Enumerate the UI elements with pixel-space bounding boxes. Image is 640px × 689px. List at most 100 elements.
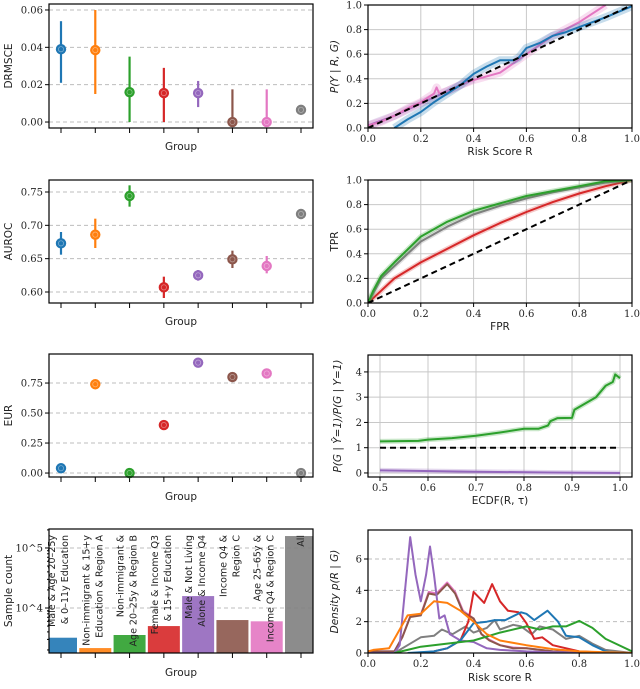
x-axis-label: Risk Score R	[467, 146, 532, 158]
x-tick-label: 0.2	[413, 659, 429, 670]
point-inner	[160, 284, 167, 291]
point-inner	[58, 46, 65, 53]
y-tick-label: 0.60	[21, 288, 43, 299]
point	[295, 104, 307, 116]
bar	[250, 621, 283, 653]
y-tick-label: 0.8	[346, 25, 362, 36]
x-axis-label: ECDF(R, τ)	[472, 495, 529, 507]
panel-2: 0.60 0.65 0.70 0.75 Group AUROC	[3, 179, 314, 328]
point	[261, 368, 272, 379]
y-tick-label: 1.0	[346, 1, 362, 12]
point	[124, 86, 135, 98]
point-inner	[297, 106, 304, 113]
x-tick-label: 0.9	[564, 483, 580, 494]
x-tick-label: 0.0	[360, 309, 376, 320]
y-axis-label: P(Y | R, G)	[329, 40, 341, 93]
bar-label: & 0–11y Education	[60, 535, 71, 624]
y-tick-label: 3	[356, 393, 362, 404]
panel-7: 0 1 2 3 4 0.5 0.6 0.7 0.8 0.9 1.0 ECDF(R, τ) P(G | Ŷ…	[331, 354, 633, 507]
y-tick-label: 0	[356, 649, 362, 660]
bar-label: Male & Age 20–25y	[47, 535, 58, 627]
x-tick-label: 1.0	[624, 309, 640, 320]
point-inner	[297, 470, 304, 477]
y-tick-label: 0.50	[21, 409, 43, 420]
reference-line	[368, 180, 632, 303]
y-tick-label: 0.06	[21, 5, 43, 16]
y-axis-label: P(G | Ŷ=1)/P(G | Y=1)	[331, 359, 344, 472]
point-inner	[263, 119, 270, 126]
bar-label: Female & Income Q3	[150, 535, 161, 634]
y-tick-label: 4	[356, 586, 362, 597]
y-tick-label: 0.00	[21, 469, 43, 480]
y-tick-label: 1	[356, 443, 362, 454]
axes-frame	[48, 3, 314, 129]
axes-frame	[367, 179, 633, 304]
y-tick-label: 0.04	[21, 43, 43, 54]
point	[55, 43, 67, 55]
point	[192, 270, 204, 281]
point-inner	[126, 89, 133, 96]
point-inner	[195, 272, 202, 279]
series-line	[368, 600, 632, 653]
x-tick-label: 1.0	[612, 483, 628, 494]
bar-label: Non-immigrant &	[116, 534, 127, 617]
y-axis-label: Sample count	[3, 555, 15, 627]
x-tick-label: 0.0	[360, 134, 376, 145]
y-tick-label: 0.8	[346, 200, 362, 211]
y-tick-label: 0.75	[21, 188, 43, 199]
y-tick-label: 0.65	[21, 254, 43, 265]
x-tick-label: 0.8	[571, 134, 587, 145]
point	[227, 371, 238, 383]
point	[55, 463, 67, 474]
y-tick-label: 10^4	[16, 604, 43, 615]
bar-label: All	[296, 535, 307, 547]
point	[124, 467, 135, 479]
series-line	[393, 5, 632, 128]
point-inner	[92, 231, 99, 238]
point-inner	[92, 381, 99, 388]
y-tick-label: 0.2	[346, 274, 362, 285]
x-axis-label: Group	[165, 491, 197, 503]
point	[192, 87, 204, 99]
bar-label: Income Q4 &	[218, 534, 229, 597]
bar	[216, 620, 249, 653]
point-inner	[263, 370, 270, 377]
x-axis-label: Group	[165, 667, 197, 679]
y-tick-label: 0.0	[346, 124, 362, 135]
y-axis-label: Density p(R | G)	[329, 550, 341, 634]
y-tick-label: 6	[356, 554, 362, 565]
bar	[285, 536, 313, 653]
point	[90, 44, 101, 56]
point	[295, 467, 307, 479]
bar-label: Non-immigrant & 15+y	[81, 535, 92, 646]
y-tick-label: 0.00	[21, 118, 43, 129]
point	[261, 116, 272, 128]
y-axis-label: TPR	[329, 231, 341, 252]
point-inner	[263, 262, 270, 269]
x-axis-label: Group	[165, 141, 197, 153]
x-tick-label: 0.2	[413, 309, 429, 320]
bar-label: Age 20–25y & Region B	[129, 535, 140, 646]
y-axis-label: EUR	[3, 405, 15, 427]
x-tick-label: 0.8	[516, 483, 532, 494]
series-line	[379, 373, 621, 443]
axes-frame	[367, 529, 633, 654]
point	[261, 260, 272, 272]
point	[295, 208, 307, 220]
point-inner	[195, 359, 202, 366]
point	[124, 190, 135, 202]
point	[90, 379, 101, 390]
y-tick-label: 1.0	[346, 176, 362, 187]
x-tick-label: 0.4	[466, 309, 482, 320]
y-tick-label: 4	[356, 367, 362, 378]
series-line	[379, 469, 621, 474]
bar-label: Alone & Income Q4	[197, 535, 208, 627]
x-tick-label: 0.4	[466, 659, 482, 670]
bar	[79, 648, 112, 653]
x-tick-label: 0.6	[518, 659, 534, 670]
point-inner	[160, 90, 167, 97]
x-tick-label: 0.7	[468, 483, 484, 494]
bar	[49, 637, 77, 653]
point-inner	[297, 210, 304, 217]
